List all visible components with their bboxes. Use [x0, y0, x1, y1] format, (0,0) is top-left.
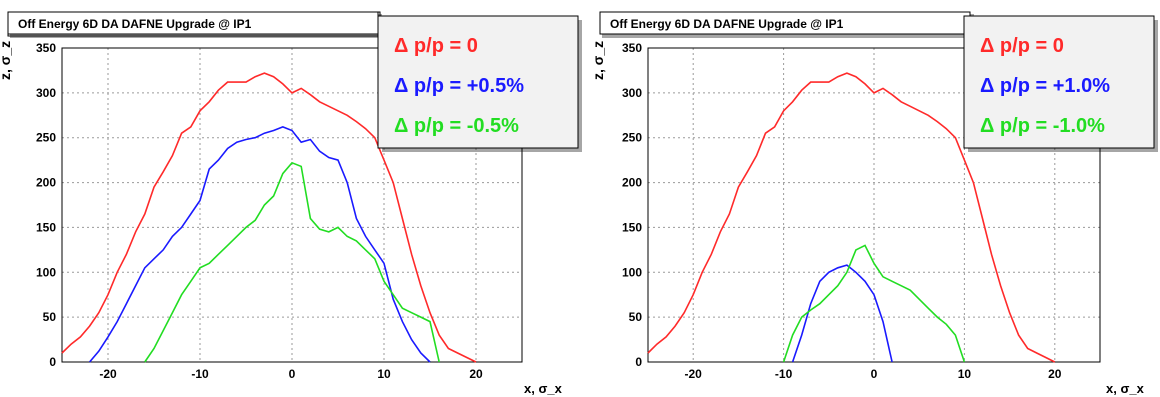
legend-entry-0: Δ p/p = 0 [980, 35, 1064, 57]
y-tick-label: 200 [36, 176, 56, 190]
y-tick-label: 350 [36, 41, 56, 55]
y-tick-label: 50 [43, 310, 57, 324]
y-tick-label: 100 [36, 265, 56, 279]
x-axis-label: x, σ_x [524, 381, 563, 396]
legend-entry-1: Δ p/p = +0.5% [394, 75, 524, 97]
series-line-0 [61, 72, 477, 363]
plot-frame [61, 47, 523, 363]
y-tick-label: 0 [635, 355, 642, 369]
y-tick-label: 300 [36, 86, 56, 100]
x-tick-label: 0 [289, 367, 296, 381]
legend-entry-0: Δ p/p = 0 [394, 35, 478, 57]
series-line-2 [144, 161, 440, 363]
legend: Δ p/p = 0 Δ p/p = +1.0% Δ p/p = -1.0% [963, 15, 1158, 152]
legend: Δ p/p = 0 Δ p/p = +0.5% Δ p/p = -0.5% [377, 15, 582, 152]
y-tick-label: 100 [622, 265, 642, 279]
y-tick-label: 150 [622, 220, 642, 234]
y-axis-label: z, σ_z [0, 41, 13, 80]
legend-box [377, 15, 579, 149]
y-axis-label: z, σ_z [590, 41, 606, 80]
y-tick-label: 200 [622, 176, 642, 190]
series-line-1 [88, 126, 431, 363]
y-tick-label: 0 [49, 355, 56, 369]
x-tick-label: 20 [469, 367, 483, 381]
y-tick-label: 150 [36, 220, 56, 234]
x-tick-label: -10 [775, 367, 793, 381]
y-tick-label: 250 [36, 131, 56, 145]
legend-entry-1: Δ p/p = +1.0% [980, 75, 1110, 97]
legend-entry-2: Δ p/p = -0.5% [394, 115, 519, 137]
series-group [647, 72, 1056, 363]
x-tick-label: 10 [377, 367, 391, 381]
chart-right: Off Energy 6D DA DAFNE Upgrade @ IP1 z, … [590, 11, 1158, 396]
series-line-2 [782, 244, 966, 363]
x-tick-label: -20 [99, 367, 117, 381]
y-tick-label: 350 [622, 41, 642, 55]
series-line-0 [647, 72, 1056, 363]
chart-title: Off Energy 6D DA DAFNE Upgrade @ IP1 [610, 17, 844, 31]
chart-left: Off Energy 6D DA DAFNE Upgrade @ IP1 z, … [0, 11, 582, 396]
legend-box [963, 15, 1155, 149]
series-line-1 [791, 264, 893, 363]
axes [61, 47, 523, 363]
legend-entry-2: Δ p/p = -1.0% [980, 115, 1105, 137]
x-tick-label: 10 [958, 367, 972, 381]
x-tick-label: 0 [871, 367, 878, 381]
y-tick-label: 250 [622, 131, 642, 145]
series-group [61, 72, 477, 363]
x-tick-label: -10 [191, 367, 209, 381]
y-tick-label: 50 [629, 310, 643, 324]
chart-title: Off Energy 6D DA DAFNE Upgrade @ IP1 [18, 17, 252, 31]
plot-frame [647, 47, 1101, 363]
axes [647, 47, 1101, 363]
x-axis-label: x, σ_x [1106, 381, 1145, 396]
x-tick-label: -20 [685, 367, 703, 381]
x-tick-label: 20 [1048, 367, 1062, 381]
y-tick-label: 300 [622, 86, 642, 100]
